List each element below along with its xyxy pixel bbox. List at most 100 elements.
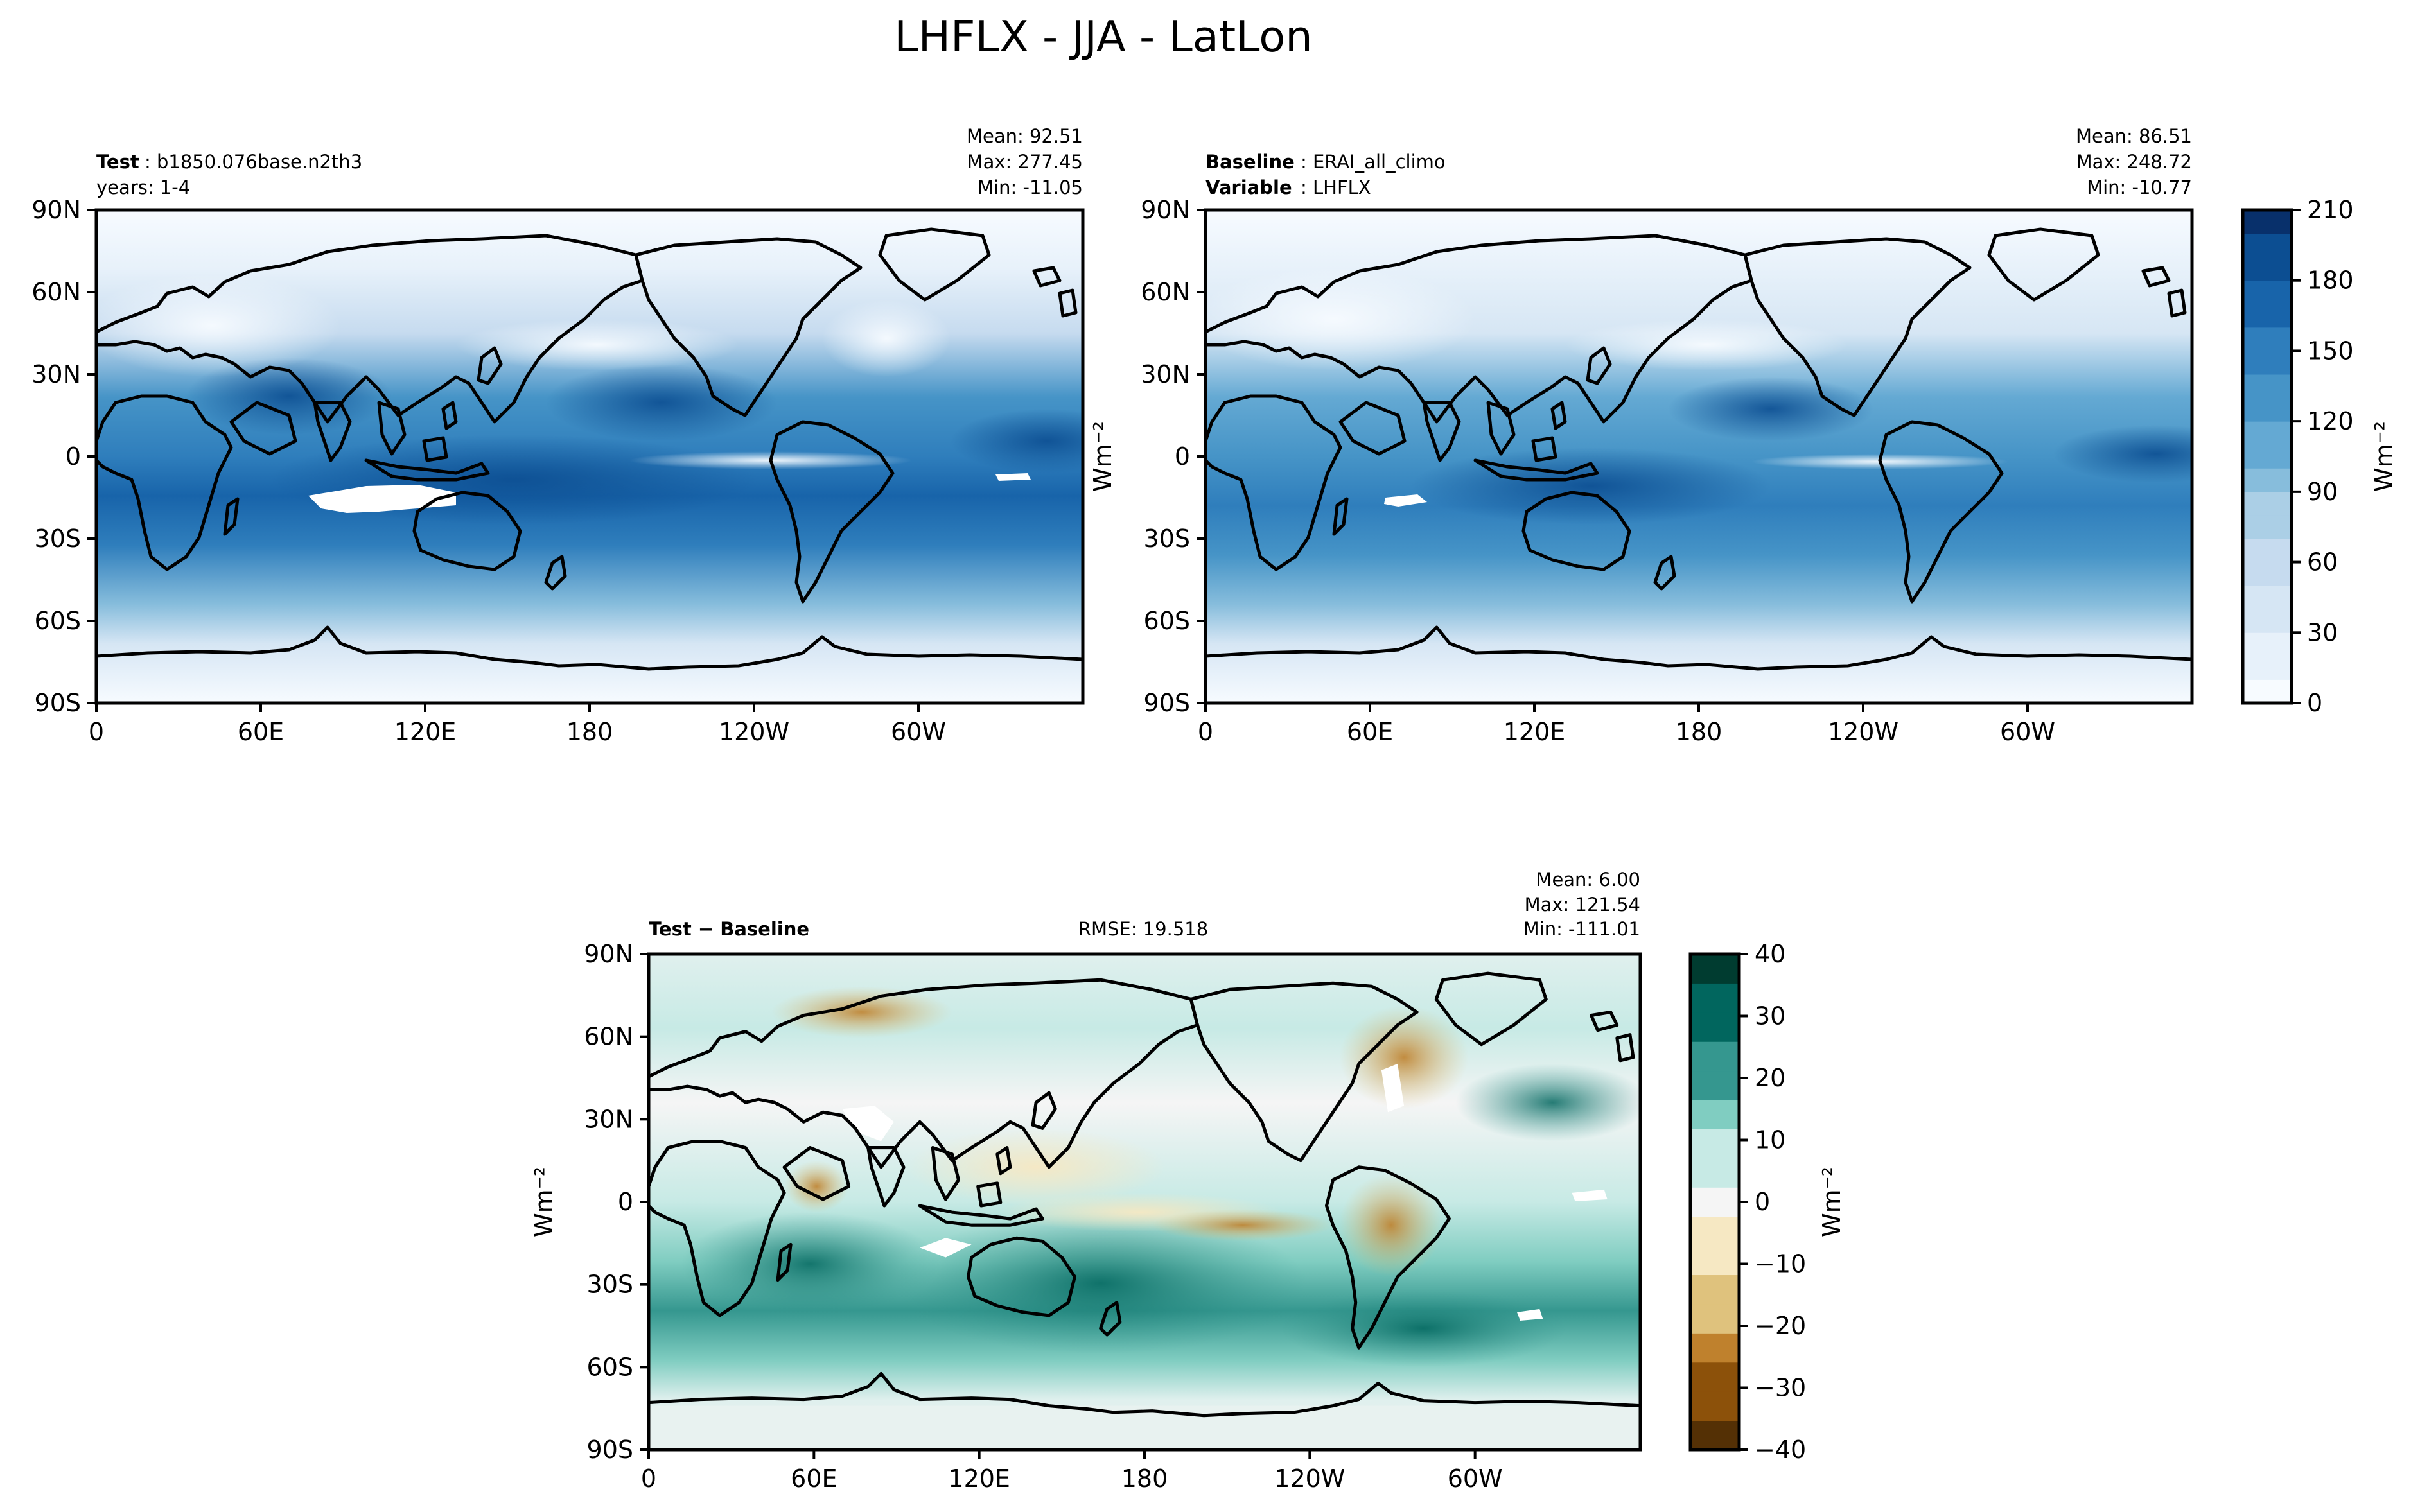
baseline-xtick-label: 180: [1676, 718, 1723, 746]
top-colorbar-segment: [2243, 304, 2292, 328]
diff-stat-max: Max: 121.54: [1525, 894, 1640, 916]
test-stat-min: Min: -11.05: [978, 177, 1083, 198]
diff-xtick-label: 60W: [1448, 1464, 1503, 1493]
baseline-xtick-label: 60E: [1347, 718, 1393, 746]
test-xtick-label: 60E: [238, 718, 284, 746]
diff-colorbar-segment: [1690, 1070, 1739, 1100]
test-xtick-label: 120E: [394, 718, 457, 746]
diff-colorbar-segments: [1690, 954, 1739, 1450]
baseline-left-unit: Wm⁻²: [1089, 421, 1117, 492]
top-colorbar-segment: [2243, 374, 2292, 399]
diff-colorbar-segment: [1690, 1187, 1739, 1217]
test-ytick-label: 60S: [35, 607, 81, 635]
top-colorbar-unit: Wm⁻²: [2370, 421, 2398, 492]
diff-label: Test − Baseline: [649, 918, 809, 940]
test-yticks: 90N 60N 30N 0 30S 60S 90S: [31, 196, 96, 717]
top-colorbar-segment: [2243, 515, 2292, 539]
diff-xtick-label: 0: [641, 1464, 656, 1493]
top-colorbar-segment: [2243, 351, 2292, 375]
top-colorbar-segment: [2243, 491, 2292, 516]
baseline-ytick-label: 60N: [1141, 278, 1190, 306]
baseline-yticks: 90N 60N 30N 0 30S 60S 90S: [1141, 196, 1206, 717]
diff-xtick-label: 120E: [948, 1464, 1010, 1493]
top-colorbar-tick-label: 0: [2307, 689, 2322, 717]
diff-missing-india: [842, 1106, 894, 1142]
top-colorbar-segment: [2243, 679, 2292, 704]
diff-ytick-label: 90N: [584, 940, 633, 968]
diff-panel: Test − Baseline RMSE: 19.518 Mean: 6.00 …: [530, 869, 1642, 1493]
baseline-xticks: 0 60E 120E 180 120W 60W: [1198, 703, 2055, 746]
baseline-ytick-label: 60S: [1144, 607, 1190, 635]
top-colorbar-tick-label: 120: [2307, 407, 2354, 435]
baseline-stat-min: Min: -10.77: [2087, 177, 2192, 198]
test-stat-max: Max: 277.45: [967, 151, 1083, 173]
top-colorbar-segment: [2243, 327, 2292, 351]
baseline-xtick-label: 120E: [1504, 718, 1566, 746]
diff-label-baseline: Baseline: [720, 918, 809, 940]
test-ytick-label: 90N: [31, 196, 81, 224]
diff-xtick-label: 180: [1121, 1464, 1168, 1493]
baseline-xtick-label: 60W: [2000, 718, 2055, 746]
baseline-stat-mean: Mean: 86.51: [2076, 125, 2192, 147]
test-ytick-label: 30N: [31, 360, 81, 388]
test-ytick-label: 90S: [35, 689, 81, 717]
diff-colorbar-segment: [1690, 1041, 1739, 1072]
top-colorbar-segment: [2243, 609, 2292, 633]
top-colorbar-ticks: 0 30 60 90 120 150 180 210: [2292, 196, 2354, 717]
top-colorbar-segment: [2243, 632, 2292, 657]
test-xtick-label: 0: [89, 718, 104, 746]
baseline-map: [1206, 210, 2192, 703]
diff-colorbar-segment: [1690, 983, 1739, 1013]
figure-title: LHFLX - JJA - LatLon: [894, 12, 1312, 62]
top-colorbar-tick-label: 210: [2307, 196, 2354, 224]
diff-colorbar-tick-label: −20: [1755, 1312, 1806, 1340]
diff-xticks: 0 60E 120E 180 120W 60W: [641, 1450, 1503, 1493]
top-colorbar-segment: [2243, 656, 2292, 680]
top-colorbar-tick-label: 30: [2307, 618, 2338, 647]
diff-xtick-label: 60E: [791, 1464, 837, 1493]
top-colorbar-segments: [2243, 210, 2292, 704]
baseline-missing-region: [1384, 494, 1427, 507]
diff-ytick-label: 60S: [587, 1353, 633, 1381]
test-label-value: : b1850.076base.n2th3: [145, 151, 362, 173]
diff-colorbar-tick-label: 40: [1755, 940, 1785, 968]
test-xtick-label: 180: [566, 718, 613, 746]
diff-colorbar-tick-label: −10: [1755, 1250, 1806, 1278]
diff-colorbar-segment: [1690, 1246, 1739, 1276]
diff-ytick-label: 60N: [584, 1023, 633, 1051]
baseline-ytick-label: 0: [1175, 442, 1190, 471]
test-ytick-label: 60N: [31, 278, 81, 306]
test-map: [96, 210, 1083, 703]
diff-colorbar-tick-label: 10: [1755, 1126, 1785, 1154]
test-ytick-label: 0: [66, 442, 81, 471]
diff-colorbar-segment: [1690, 1303, 1739, 1334]
diff-colorbar-segment: [1690, 1012, 1739, 1042]
diff-label-minus: −: [692, 918, 721, 940]
variable-label-bold: Variable: [1206, 177, 1292, 198]
diff-colorbar-tick-label: 30: [1755, 1002, 1785, 1030]
top-colorbar-segment: [2243, 586, 2292, 610]
baseline-label-bold: Baseline: [1206, 151, 1295, 173]
baseline-panel: Baseline : ERAI_all_climo Variable : LHF…: [1089, 125, 2194, 746]
test-panel: Test : b1850.076base.n2th3 years: 1-4 Me…: [31, 125, 1085, 746]
diff-colorbar-tick-label: −40: [1755, 1436, 1806, 1464]
baseline-ytick-label: 90N: [1141, 196, 1190, 224]
diff-colorbar-tick-label: 0: [1755, 1188, 1770, 1216]
diff-colorbar-tick-label: −30: [1755, 1374, 1806, 1402]
diff-colorbar-segment: [1690, 1100, 1739, 1129]
top-colorbar-segment: [2243, 210, 2292, 234]
diff-colorbar-segment: [1690, 1391, 1739, 1421]
baseline-ytick-label: 90S: [1144, 689, 1190, 717]
test-stat-mean: Mean: 92.51: [967, 125, 1083, 147]
baseline-xtick-label: 120W: [1828, 718, 1898, 746]
top-colorbar-segment: [2243, 257, 2292, 281]
diff-colorbar-segment: [1690, 1274, 1739, 1305]
top-colorbar-tick-label: 60: [2307, 548, 2338, 577]
diff-yticks: 90N 60N 30N 0 30S 60S 90S: [584, 940, 649, 1464]
test-xtick-label: 120W: [719, 718, 789, 746]
top-colorbar-frame: [2241, 208, 2293, 705]
baseline-ytick-label: 30S: [1144, 525, 1190, 553]
diff-colorbar-segment: [1690, 1216, 1739, 1246]
diff-ytick-label: 0: [618, 1188, 633, 1216]
